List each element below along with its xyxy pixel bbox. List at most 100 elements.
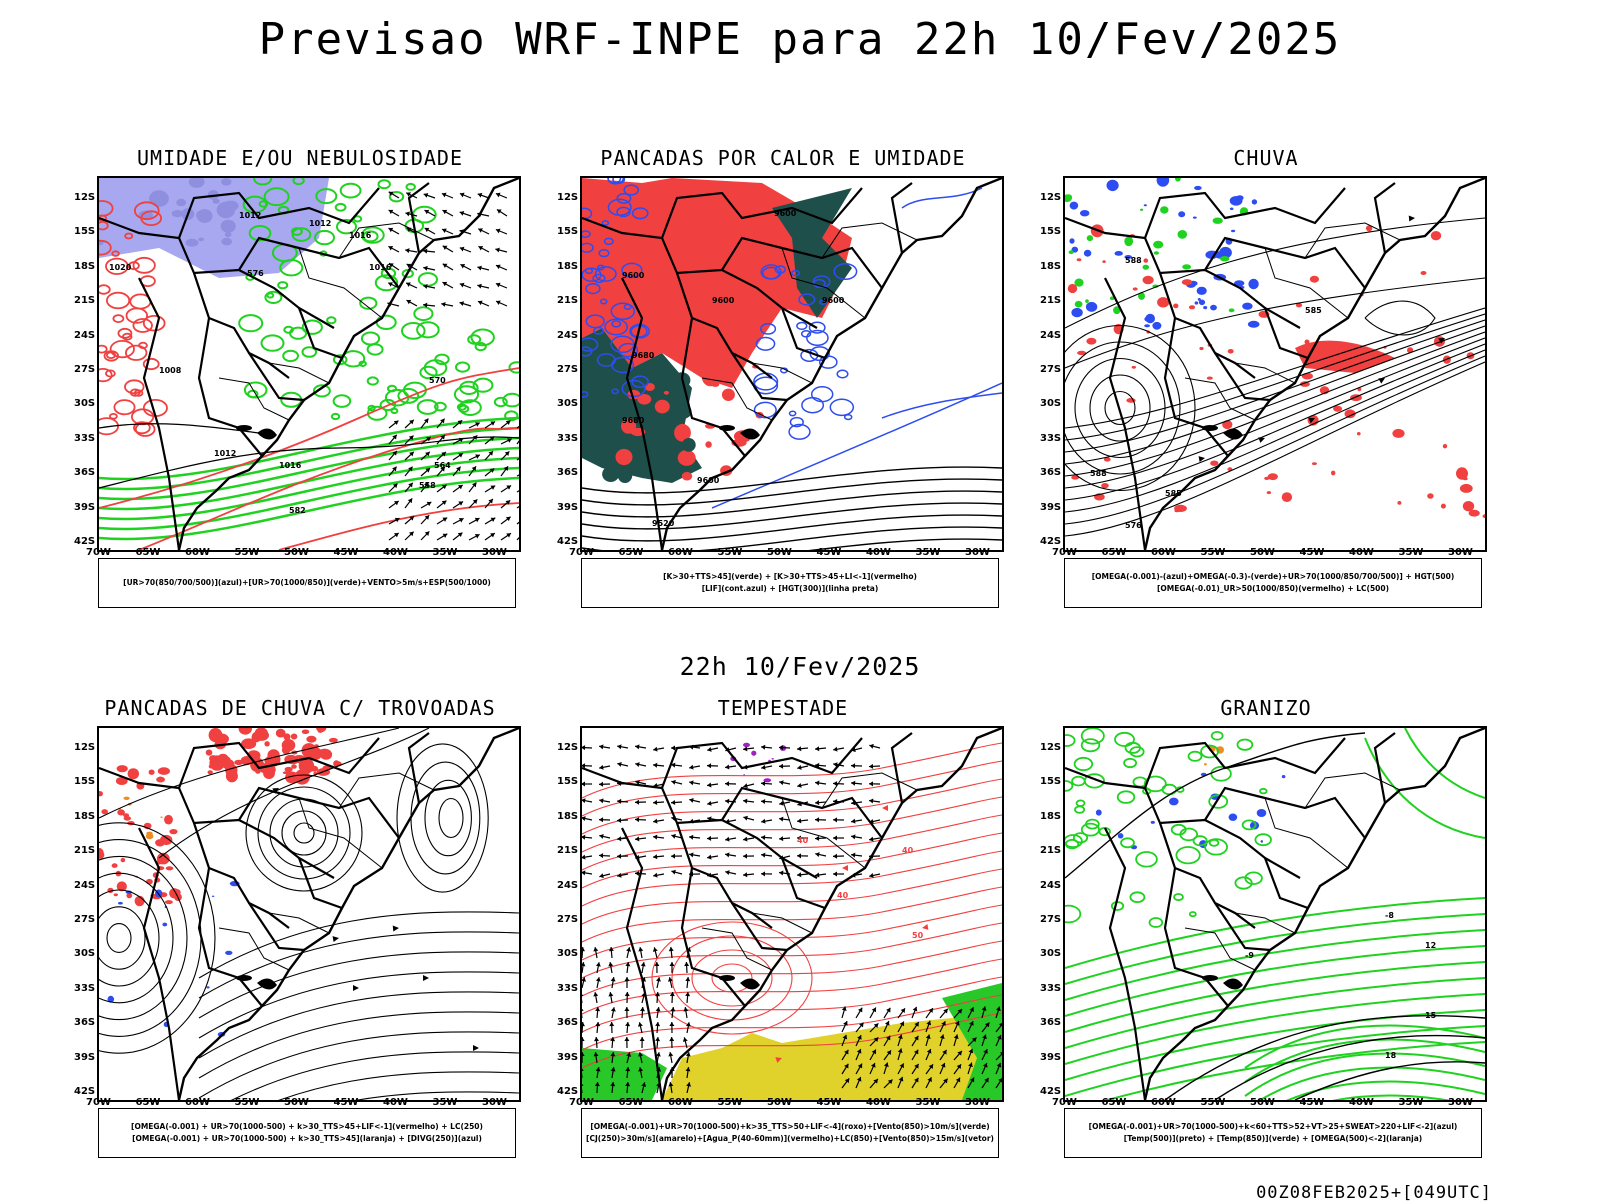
wind-vector [517,531,519,540]
legend-line: [LIF](cont.azul) + [HGT(300)](linha pret… [702,583,879,595]
wind-arrowhead [599,853,603,858]
shaded-cell [1153,241,1163,249]
lon-label: 35W [433,547,458,558]
wind-arrowhead [490,484,496,490]
shaded-cell [186,239,199,247]
shaded-cell [585,439,595,445]
wind-arrowhead [506,531,512,537]
wind-arrowhead [477,226,483,232]
lon-label: 70W [86,1097,111,1108]
contour-ring [1065,735,1075,746]
contour-ring [456,363,469,372]
shaded-cell [1431,231,1441,240]
shaded-cell [1144,317,1149,321]
shaded-cell [1229,814,1238,821]
shaded-cell [602,466,619,482]
shaded-cell [1195,301,1199,304]
wind-arrowhead [582,1022,585,1026]
shaded-cell [123,813,129,817]
wind-arrowhead [475,516,481,522]
lon-label: 45W [817,1097,842,1108]
coastline [179,728,519,1100]
shaded-cell [169,829,177,834]
streamline-arrow [473,1045,479,1051]
streamline [1065,946,1485,1016]
shaded-cell [1178,230,1188,239]
shaded-cell [1080,210,1089,216]
legend-line: [K>30+TTS>45](verde) + [K>30+TTS>45+LI<-… [663,571,917,583]
lon-label: 50W [767,1097,792,1108]
shaded-cell [213,199,220,204]
streamline-arrow [353,985,359,991]
shaded-cell [1182,264,1191,269]
lon-label: 70W [1052,547,1077,558]
shaded-cell [209,755,217,762]
shaded-cell [1189,305,1195,309]
contour-ring [1082,739,1100,751]
shaded-cell [117,765,128,772]
lat-label: 24S [74,330,95,341]
wind-arrowhead [725,764,730,770]
country-border [892,183,912,253]
shaded-cell [1144,324,1150,327]
wind-arrowhead [625,992,630,996]
contour-ring [414,307,432,320]
wind-arrowhead [815,817,819,822]
legend-box: [OMEGA(-0.001) + UR>70(1000-500) + k>30_… [98,1108,516,1158]
lat-label: 21S [74,295,95,306]
contour-ring [99,346,107,353]
streamline [582,905,1002,960]
shaded-cell [1242,303,1252,310]
legend-box: [OMEGA(-0.001)+UR>70(1000-500)+k<60+TTS>… [1064,1108,1482,1158]
contour-label: 9600 [697,476,720,485]
shaded-cell [1248,279,1258,289]
wind-arrowhead [779,836,783,841]
wind-arrowhead [625,1022,630,1026]
shaded-cell [1077,258,1082,261]
wind-arrowhead [475,453,481,459]
lat-label: 33S [74,983,95,994]
streamline [1065,362,1485,536]
contour-ring [1163,785,1177,795]
shaded-cell [1124,237,1133,247]
wind-arrowhead [625,977,630,981]
shaded-cell [682,472,692,481]
shaded-cell [664,391,669,395]
wind-arrowhead [653,800,657,805]
map-borders [1065,178,1485,550]
streamline [582,743,1002,798]
lat-label: 18S [1040,811,1061,822]
streamline [199,1072,519,1100]
streamline [199,992,519,1058]
shaded-cell [1178,211,1185,217]
wind-vector [517,471,519,476]
shaded-cell [594,385,599,389]
shaded-cell [176,199,186,206]
shaded-cell [1460,484,1473,493]
shaded-cell [604,396,618,410]
shaded-cell [1115,251,1123,256]
lat-label: 39S [557,1052,578,1063]
wind-arrowhead [743,746,748,751]
wind-arrowhead [441,262,447,268]
wind-arrowhead [495,281,501,287]
streamline [199,912,519,978]
wind-arrowhead [797,872,802,877]
lat-label: 39S [74,502,95,513]
wind-arrowhead [869,764,873,769]
streamline [411,762,480,874]
wind-arrowhead [496,207,502,213]
lat-label: 18S [557,811,578,822]
wind-arrowhead [779,870,784,876]
lon-label: 45W [334,547,359,558]
country-border [1265,858,1308,908]
contour-ring [262,335,284,350]
wind-arrowhead [707,836,711,841]
wind-arrowhead [815,780,820,786]
country-border [1215,353,1270,400]
lat-label: 33S [557,983,578,994]
lon-label: 30W [965,1097,990,1108]
wind-arrowhead [582,1037,585,1041]
